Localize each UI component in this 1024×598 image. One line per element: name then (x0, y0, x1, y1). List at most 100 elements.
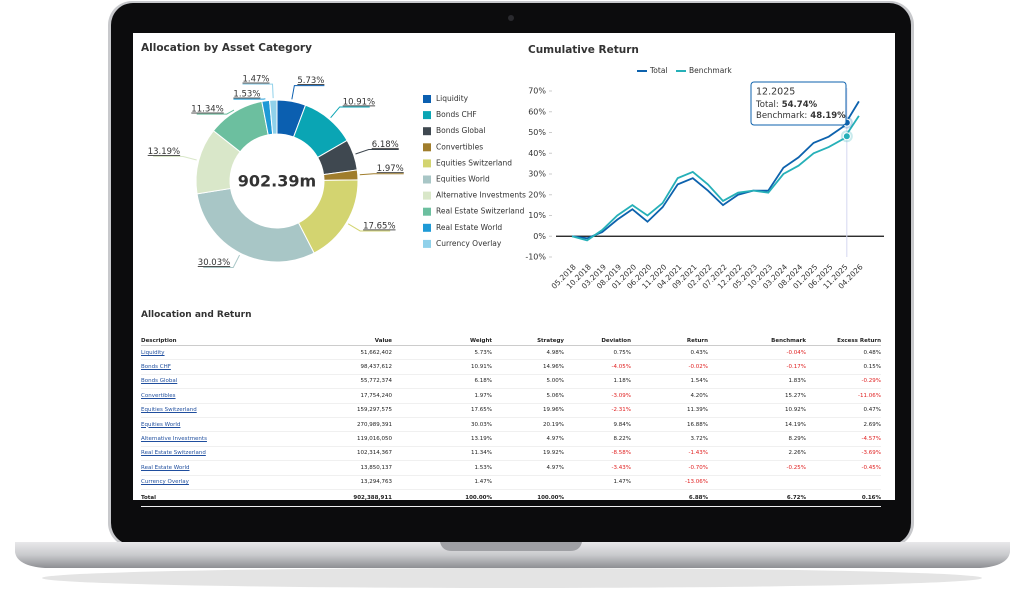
asset-link[interactable]: Bonds Global (141, 378, 178, 385)
table-cell: -3.69% (806, 446, 881, 462)
asset-link[interactable]: Equities World (141, 421, 181, 428)
table-cell: 5.00% (492, 374, 564, 390)
leader-line (291, 85, 325, 100)
legend-label: Real Estate Switzerland (436, 207, 525, 216)
cell-text: 98,437,612 (360, 364, 393, 371)
table-cell: -0.25% (708, 460, 806, 476)
table-cell: 13,850,137 (281, 460, 393, 476)
asset-link[interactable]: Convertibles (141, 392, 176, 399)
legend-swatch (423, 143, 431, 152)
table-cell: -0.04% (708, 345, 806, 361)
column-header: Description (141, 325, 281, 346)
asset-link[interactable]: Bonds CHF (141, 364, 171, 371)
table-cell: 5.73% (392, 345, 492, 361)
legend-label: Total (649, 66, 668, 75)
table-cell: 15.27% (708, 388, 806, 404)
shadow (42, 568, 982, 588)
table-cell: 19.96% (492, 403, 564, 418)
table-cell: -4.57% (806, 431, 881, 447)
legend-swatch (423, 239, 431, 248)
y-tick-label: 60% (528, 107, 546, 116)
legend-swatch (423, 175, 431, 184)
table-cell: 98,437,612 (281, 359, 393, 375)
cell-text: 0.16% (861, 494, 881, 501)
table-cell: 0.48% (806, 345, 881, 361)
cell-text: 902,388,911 (353, 494, 392, 501)
table-row: Convertibles 17,754,240 1.97% 5.06% -3.09% 4.… (141, 388, 881, 404)
asset-link[interactable]: Liquidity (141, 349, 165, 356)
tooltip-label: Benchmark: (756, 111, 807, 121)
table-cell: Real Estate Switzerland (141, 446, 281, 462)
cell-text: -13.06% (685, 479, 708, 486)
legend-swatch (423, 207, 431, 216)
table-cell: Equities World (141, 417, 281, 433)
asset-link[interactable]: Currency Overlay (141, 479, 189, 486)
cell-text: -2.31% (611, 407, 631, 414)
cell-text: -0.25% (786, 464, 806, 471)
pie-slice (196, 187, 315, 263)
table-cell: 51,662,402 (281, 345, 392, 361)
table-cell: 4.97% (492, 431, 564, 447)
cell-text: -4.57% (861, 436, 881, 443)
table-cell: 100.00% (392, 488, 492, 507)
table-cell: 1.47% (392, 475, 492, 490)
table-row: Equities Switzerland 159,297,575 17.65% 19.… (141, 403, 881, 418)
legend-label: Real Estate World (436, 223, 502, 232)
slice-label: 30.03% (198, 258, 230, 268)
table-cell: 2.69% (806, 417, 881, 433)
tooltip-title: 12.2025 (756, 87, 795, 98)
table-cell: 8.22% (564, 431, 631, 447)
leader-line (330, 106, 370, 118)
table-cell: 1.18% (564, 374, 631, 390)
tooltip-marker (842, 132, 851, 141)
cell-text: 6.18% (474, 378, 492, 385)
slice-label: 13.19% (148, 147, 180, 157)
cell-text: -3.09% (611, 392, 631, 399)
slice-label: 11.34% (191, 105, 223, 115)
asset-link[interactable]: Real Estate Switzerland (141, 450, 206, 457)
cell-text: 4.20% (690, 392, 708, 399)
y-tick-label: -10% (525, 253, 546, 262)
cell-text: 4.98% (546, 349, 564, 356)
cell-text: 19.96% (543, 407, 564, 414)
table-cell: 6.72% (708, 488, 806, 507)
cell-text: 1.97% (474, 392, 492, 399)
allocation-table: Description Value Weight Strategy Deviation R… (141, 325, 881, 507)
legend-swatch (423, 111, 431, 120)
cell-text: 6.72% (786, 494, 806, 501)
cell-text: -0.17% (786, 364, 806, 371)
legend-label: Convertibles (436, 142, 483, 151)
leader-line (196, 109, 235, 115)
total-row: Total 902,388,911 100.00% 100.00% 6.88% 6.72%… (141, 488, 881, 507)
asset-link[interactable]: Real Estate World (141, 464, 190, 471)
cell-text: 13.19% (471, 436, 492, 443)
cell-text: 0.43% (690, 349, 708, 356)
table-row: Bonds CHF 98,437,612 10.91% 14.96% -4.05% -0.… (141, 359, 881, 375)
table-cell: -3.43% (564, 460, 631, 476)
webcam (508, 15, 514, 21)
table-cell: 14.96% (492, 359, 564, 375)
cell-text: 5.73% (474, 349, 492, 356)
table-cell: 1.54% (631, 374, 708, 390)
asset-link[interactable]: Equities Switzerland (141, 407, 197, 414)
table-cell: 1.47% (564, 475, 631, 490)
y-tick-label: 40% (528, 149, 546, 158)
cell-text: 15.27% (785, 392, 806, 399)
table-cell: Equities Switzerland (141, 403, 281, 418)
cell-text: 1.54% (690, 378, 708, 385)
legend-swatch (423, 95, 431, 103)
table-cell: 17.65% (392, 403, 492, 418)
asset-link[interactable]: Alternative Investments (141, 436, 207, 443)
table-cell (492, 475, 564, 490)
table-cell: 4.20% (631, 388, 708, 404)
leader-line (203, 254, 240, 269)
table-cell: 3.72% (631, 431, 708, 447)
cell-text: 13,850,137 (360, 464, 393, 471)
table-cell: 902,388,911 (281, 488, 392, 507)
legend-label: Liquidity (436, 94, 469, 103)
cell-text: -0.70% (688, 464, 708, 471)
table-cell: 1.97% (392, 388, 492, 404)
table-cell: Total (141, 488, 281, 507)
tooltip-value: 48.19% (810, 111, 846, 121)
